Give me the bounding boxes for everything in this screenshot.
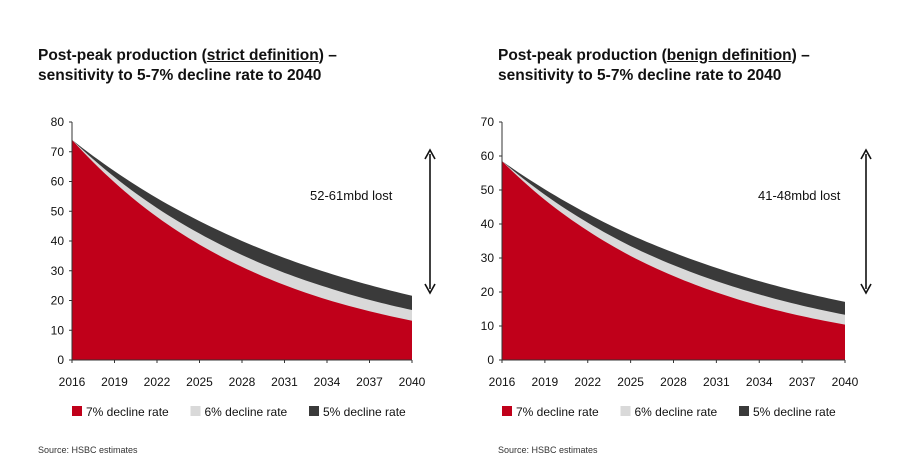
- annotation-label: 52-61mbd lost: [310, 188, 393, 203]
- title-line2: sensitivity to 5-7% decline rate to 2040: [38, 67, 322, 84]
- x-tick-label: 2025: [617, 375, 644, 389]
- x-tick-label: 2019: [101, 375, 128, 389]
- x-tick-label: 2028: [229, 375, 256, 389]
- x-tick-label: 2028: [660, 375, 687, 389]
- legend-swatch: [739, 406, 749, 416]
- x-tick-label: 2031: [703, 375, 730, 389]
- x-tick-label: 2022: [574, 375, 601, 389]
- legend-swatch: [190, 406, 201, 416]
- y-tick-label: 20: [481, 285, 495, 299]
- legend-label: 7% decline rate: [86, 405, 169, 419]
- x-tick-label: 2016: [59, 375, 86, 389]
- legend-label: 6% decline rate: [635, 405, 718, 419]
- y-tick-label: 20: [51, 294, 65, 308]
- annotation-label: 41-48mbd lost: [758, 188, 841, 203]
- x-tick-label: 2037: [789, 375, 816, 389]
- chart-svg: 0 10 20 30 40 50 60 70 80 2016 2019 2022 2025 2028 203…: [51, 115, 436, 419]
- x-tick-label: 2034: [746, 375, 773, 389]
- title-part: ) –: [318, 47, 337, 64]
- x-tick-label: 2016: [489, 375, 516, 389]
- legend-swatch: [502, 406, 512, 416]
- source-note: Source: HSBC estimates: [38, 445, 138, 455]
- x-tick-label: 2037: [356, 375, 383, 389]
- title-part: Post-peak production (: [38, 47, 207, 64]
- title-underlined: benign definition: [666, 47, 792, 64]
- arrow-up-icon: [424, 148, 436, 160]
- legend-label: 5% decline rate: [323, 405, 406, 419]
- legend-swatch: [72, 406, 82, 416]
- chart-panel-right: Post-peak production (benign definition)…: [460, 0, 900, 475]
- y-tick-label: 50: [481, 183, 495, 197]
- chart-panel-left: Post-peak production (strict definition)…: [0, 0, 440, 475]
- y-tick-label: 40: [51, 234, 65, 248]
- chart-svg: 0 10 20 30 40 50 60 70 2016 2019 2022 2025 2028 2031 2…: [481, 115, 872, 419]
- title-underlined: strict definition: [206, 47, 319, 64]
- x-tick-label: 2034: [314, 375, 341, 389]
- chart-title: Post-peak production (benign definition)…: [498, 46, 810, 86]
- x-tick-label: 2022: [144, 375, 171, 389]
- y-tick-label: 50: [51, 204, 65, 218]
- legend-label: 5% decline rate: [753, 405, 836, 419]
- arrow-up-icon: [860, 148, 872, 160]
- y-tick-label: 0: [487, 353, 494, 367]
- area-7-decline-rate: [72, 139, 412, 360]
- y-tick-label: 60: [51, 175, 65, 189]
- title-part: Post-peak production (: [498, 47, 667, 64]
- legend-label: 7% decline rate: [516, 405, 599, 419]
- y-tick-label: 40: [481, 217, 495, 231]
- y-tick-label: 10: [51, 323, 65, 337]
- y-tick-label: 10: [481, 319, 495, 333]
- y-tick-label: 80: [51, 115, 65, 129]
- y-tick-label: 60: [481, 149, 495, 163]
- chart-title: Post-peak production (strict definition)…: [38, 46, 337, 86]
- y-tick-label: 70: [481, 115, 495, 129]
- title-part: ) –: [791, 47, 810, 64]
- legend-swatch: [309, 406, 319, 416]
- legend-label: 6% decline rate: [205, 405, 288, 419]
- x-tick-label: 2040: [832, 375, 859, 389]
- title-line2: sensitivity to 5-7% decline rate to 2040: [498, 67, 782, 84]
- y-tick-label: 30: [481, 251, 495, 265]
- arrow-down-icon: [860, 283, 872, 295]
- arrow-down-icon: [424, 283, 436, 295]
- area-7-decline-rate: [502, 161, 845, 360]
- x-tick-label: 2025: [186, 375, 213, 389]
- y-tick-label: 0: [57, 353, 64, 367]
- x-tick-label: 2040: [399, 375, 426, 389]
- source-note: Source: HSBC estimates: [498, 445, 598, 455]
- legend-swatch: [620, 406, 631, 416]
- x-tick-label: 2031: [271, 375, 298, 389]
- y-tick-label: 30: [51, 264, 65, 278]
- x-tick-label: 2019: [532, 375, 559, 389]
- y-tick-label: 70: [51, 145, 65, 159]
